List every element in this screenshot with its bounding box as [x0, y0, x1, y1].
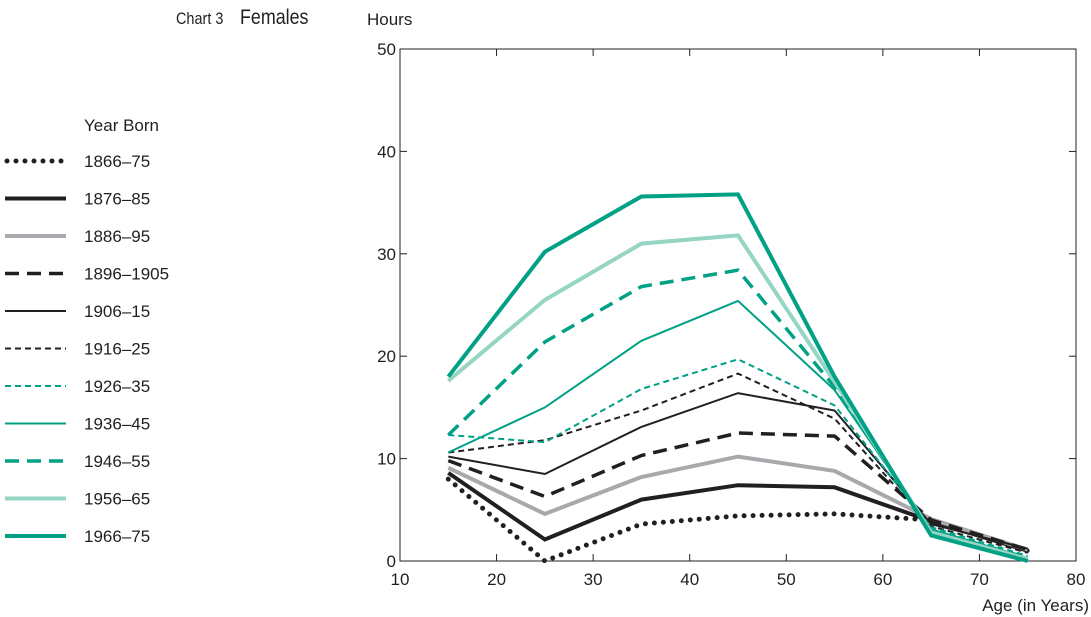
plot-frame	[399, 48, 1077, 562]
legend-title: Year Born	[84, 116, 159, 135]
y-tick-label: 30	[377, 245, 396, 264]
y-axis-label: Hours	[367, 10, 412, 29]
series-line-1946–55	[447, 268, 1029, 560]
x-tick-label: 20	[487, 570, 506, 589]
legend-label: 1866–75	[84, 152, 150, 171]
legend-label: 1936–45	[84, 415, 150, 434]
y-tick-label: 40	[377, 142, 396, 161]
legend-label: 1896–1905	[84, 265, 169, 284]
legend-label: 1876–85	[84, 190, 150, 209]
x-tick-label: 60	[873, 570, 892, 589]
y-tick-label: 0	[387, 552, 396, 571]
x-axis-ticks: 10 20 30 40 50 60 70 80	[391, 49, 1086, 589]
legend-label: 1906–15	[84, 302, 150, 321]
legend-label: 1966–75	[84, 527, 150, 546]
series-line-1936–45	[447, 299, 1028, 559]
legend-label: 1946–55	[84, 452, 150, 471]
x-tick-label: 10	[391, 570, 410, 589]
x-tick-label: 70	[970, 570, 989, 589]
y-tick-label: 20	[377, 347, 396, 366]
plot-border	[399, 48, 1077, 562]
series-line-1906–15	[448, 392, 1028, 550]
legend-label: 1916–25	[84, 340, 150, 359]
series-line-1966–75	[446, 192, 1029, 563]
chart-title: Females	[240, 6, 309, 29]
x-tick-label: 50	[777, 570, 796, 589]
series-line-1916–25	[448, 372, 1028, 554]
x-tick-label: 80	[1067, 570, 1086, 589]
legend-label: 1886–95	[84, 227, 150, 246]
y-tick-label: 50	[377, 40, 396, 59]
y-axis-ticks: 0 10 20 30 40 50	[377, 40, 1076, 571]
chart-number: Chart 3	[176, 9, 224, 28]
x-axis-label: Age (in Years)	[982, 596, 1089, 615]
series-lines	[445, 192, 1031, 564]
legend-label: 1926–35	[84, 377, 150, 396]
y-tick-label: 10	[377, 450, 396, 469]
series-line-1896–1905	[447, 431, 1029, 552]
x-tick-label: 40	[680, 570, 699, 589]
legend: 1866–75 1876–85 1886–95 1896–1905 1906–15 191…	[4, 152, 169, 546]
legend-label: 1956–65	[84, 490, 150, 509]
x-tick-label: 30	[584, 570, 603, 589]
